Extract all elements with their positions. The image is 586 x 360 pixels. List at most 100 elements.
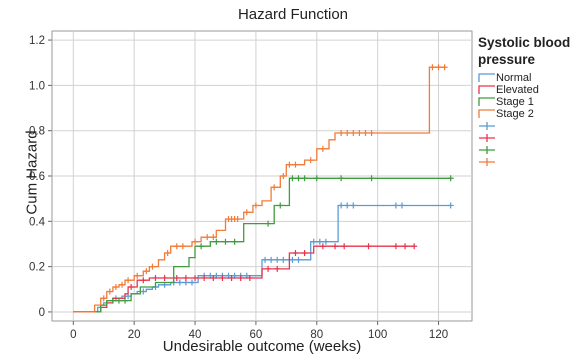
y-tick-label: 0.2 — [29, 262, 45, 274]
legend-censor-marker — [478, 144, 586, 156]
y-tick-label: 0.8 — [29, 126, 45, 138]
censor-mark-elevated — [246, 274, 253, 281]
legend-title: Systolic blood pressure — [478, 35, 571, 67]
censor-mark-stage-1 — [213, 238, 220, 245]
censor-mark-elevated — [274, 265, 281, 272]
censor-mark-stage-1 — [231, 238, 238, 245]
legend-censor-marker — [478, 156, 586, 168]
censor-mark-stage-2 — [280, 173, 287, 179]
censor-mark-elevated — [332, 243, 339, 250]
censor-mark-normal — [274, 256, 281, 263]
censor-mark-stage-2 — [356, 129, 363, 136]
legend-label: Elevated — [496, 84, 539, 96]
censor-mark-normal — [189, 279, 195, 286]
censor-mark-stage-1 — [198, 243, 205, 250]
censor-mark-stage-1 — [277, 202, 284, 209]
censor-mark-stage-2 — [307, 157, 314, 164]
censor-mark-elevated — [140, 277, 147, 284]
y-tick-label: 1.0 — [29, 80, 45, 92]
censor-mark-elevated — [402, 243, 409, 250]
censor-mark-stage-2 — [435, 64, 442, 71]
censor-mark-elevated — [265, 265, 272, 272]
censor-mark-normal — [280, 256, 287, 263]
censor-mark-elevated — [341, 243, 348, 250]
censor-mark-stage-2 — [338, 129, 345, 136]
censor-mark-stage-1 — [122, 297, 129, 304]
censor-mark-normal — [140, 288, 147, 295]
censor-mark-stage-1 — [313, 175, 320, 182]
censor-mark-stage-1 — [295, 175, 302, 182]
x-tick-label: 60 — [250, 329, 263, 341]
y-tick-label: 0.6 — [29, 171, 45, 183]
legend-censor-marker — [478, 132, 586, 144]
censor-mark-elevated — [128, 284, 135, 291]
censor-mark-stage-2 — [210, 234, 217, 241]
censor-mark-normal — [289, 256, 296, 263]
censor-mark-stage-1 — [289, 175, 296, 182]
censor-mark-stage-2 — [179, 243, 186, 250]
legend-censor-swatch — [479, 122, 495, 130]
censor-mark-stage-2 — [344, 129, 351, 136]
censor-mark-elevated — [192, 274, 199, 281]
x-tick-label: 40 — [189, 329, 202, 341]
legend-item-elevated: Elevated — [478, 84, 586, 96]
censor-mark-stage-1 — [265, 220, 272, 227]
censor-mark-elevated — [292, 250, 299, 257]
censor-mark-elevated — [152, 274, 159, 281]
censor-mark-stage-1 — [447, 175, 454, 182]
censor-mark-elevated — [161, 274, 168, 281]
chart-title: Hazard Function — [237, 6, 349, 23]
censor-mark-stage-2 — [234, 216, 241, 223]
censor-mark-normal — [350, 202, 357, 209]
legend-line-swatch — [478, 109, 495, 118]
censor-mark-normal — [392, 202, 399, 209]
series-layer — [73, 64, 454, 313]
censor-mark-normal — [322, 238, 329, 245]
censor-mark-stage-2 — [119, 281, 125, 288]
legend-item-stage-2: Stage 2 — [478, 108, 586, 120]
y-tick-label: 0.4 — [29, 216, 46, 228]
legend-label: Stage 2 — [496, 108, 534, 120]
legend-line-swatch — [478, 85, 495, 94]
series-elevated-line — [73, 245, 415, 313]
legend-line-swatch — [478, 97, 495, 106]
censor-mark-stage-1 — [109, 297, 116, 304]
x-tick-label: 0 — [70, 329, 76, 341]
censor-mark-stage-2 — [149, 263, 156, 270]
censor-mark-stage-2 — [173, 243, 180, 250]
series-stage-1-line — [73, 177, 451, 313]
censor-mark-normal — [295, 256, 302, 263]
censor-mark-elevated — [237, 274, 244, 281]
censor-mark-elevated — [319, 243, 326, 250]
legend-line-swatch — [478, 73, 495, 82]
censor-mark-stage-1 — [115, 297, 122, 304]
legend-label: Normal — [496, 72, 532, 84]
axes: 0 20 40 60 80 100 120 0 0.2 0.4 0.6 0.8 1.0 1.2 — [29, 35, 448, 341]
censor-mark-stage-2 — [204, 234, 211, 241]
censor-mark-stage-2 — [106, 288, 113, 295]
censor-mark-stage-2 — [192, 238, 199, 245]
x-tick-label: 120 — [429, 329, 448, 341]
censor-mark-stage-2 — [292, 161, 299, 168]
censor-mark-stage-2 — [441, 64, 448, 71]
censor-mark-normal — [310, 238, 317, 245]
censor-mark-elevated — [219, 274, 226, 281]
censor-mark-stage-2 — [429, 64, 436, 71]
censor-mark-stage-2 — [125, 277, 132, 284]
censor-mark-elevated — [365, 243, 372, 250]
censor-mark-stage-1 — [301, 175, 308, 182]
censor-mark-elevated — [392, 243, 399, 250]
legend-label: Stage 1 — [496, 96, 534, 108]
censor-mark-stage-1 — [338, 175, 345, 182]
y-tick-label: 0 — [39, 307, 45, 319]
legend: Systolic blood pressure Normal Elevated St… — [478, 34, 586, 168]
censor-mark-stage-2 — [368, 129, 375, 136]
censor-mark-stage-2 — [286, 161, 293, 168]
censor-mark-elevated — [173, 274, 180, 281]
legend-item-stage-1: Stage 1 — [478, 96, 586, 108]
censor-mark-normal — [176, 279, 183, 286]
censor-mark-elevated — [210, 274, 217, 281]
y-axis-title: Cum Hazard — [23, 130, 41, 215]
censor-mark-normal — [338, 202, 345, 209]
